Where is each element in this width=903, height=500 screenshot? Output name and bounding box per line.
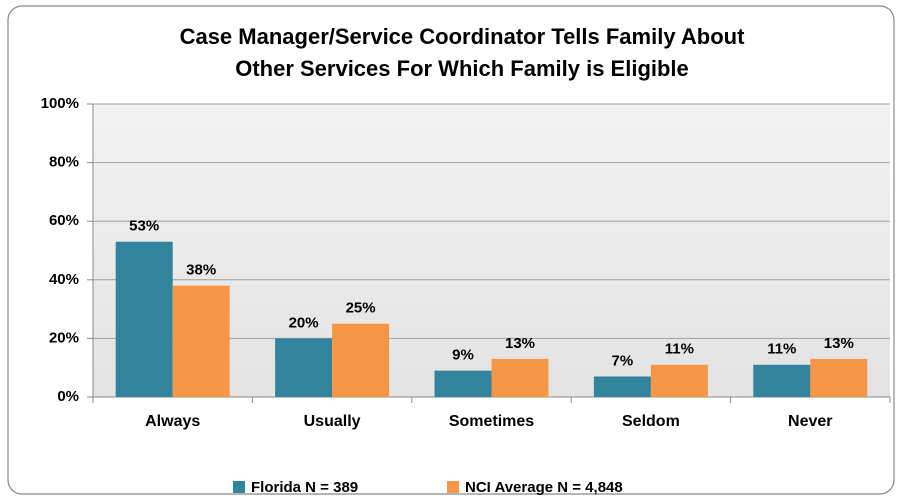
chart-title: Other Services For Which Family is Eligi… — [235, 56, 689, 81]
y-tick-label: 40% — [49, 271, 79, 288]
value-label: 7% — [612, 352, 634, 369]
bar — [172, 285, 230, 397]
x-tick-label: Never — [788, 413, 832, 430]
x-tick-label: Usually — [304, 413, 361, 430]
y-tick-label: 80% — [49, 154, 79, 171]
x-tick-label: Always — [145, 413, 200, 430]
x-tick-label: Sometimes — [449, 413, 534, 430]
x-tick-label: Seldom — [622, 413, 680, 430]
value-label: 11% — [665, 341, 694, 358]
value-label: 38% — [186, 262, 216, 279]
bar — [810, 358, 868, 397]
chart-title: Case Manager/Service Coordinator Tells F… — [180, 24, 745, 49]
bar — [650, 364, 708, 397]
value-label: 9% — [452, 347, 474, 364]
bar — [491, 358, 549, 397]
value-label: 53% — [129, 218, 159, 235]
bar — [275, 338, 333, 397]
value-label: 25% — [346, 300, 376, 317]
y-tick-label: 100% — [41, 95, 79, 112]
value-label: 20% — [289, 314, 319, 331]
y-tick-label: 60% — [49, 212, 79, 229]
value-label: 11% — [767, 341, 796, 358]
bar — [753, 364, 811, 397]
legend-swatch — [447, 481, 459, 493]
y-tick-label: 0% — [57, 388, 79, 405]
bar — [332, 323, 390, 397]
bar — [434, 370, 492, 397]
value-label: 13% — [505, 335, 535, 352]
legend-label: NCI Average N = 4,848 — [465, 479, 623, 496]
value-label: 13% — [824, 335, 854, 352]
bar — [593, 376, 651, 397]
bar — [115, 241, 173, 397]
y-tick-label: 20% — [49, 329, 79, 346]
legend-label: Florida N = 389 — [251, 479, 358, 496]
legend-swatch — [233, 481, 245, 493]
